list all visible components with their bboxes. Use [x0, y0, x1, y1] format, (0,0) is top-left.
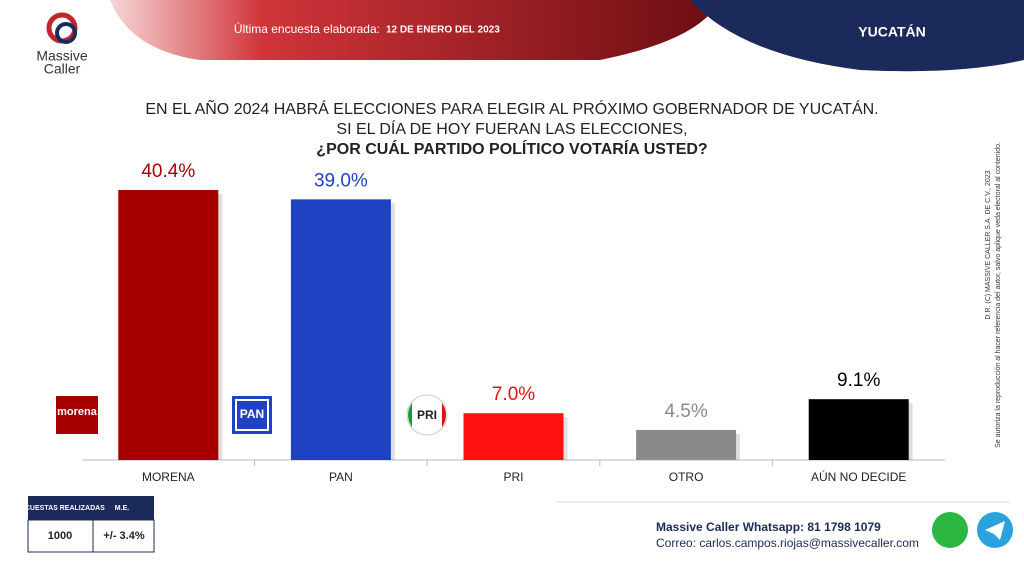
bar	[636, 429, 737, 460]
x-tick-label: AÚN NO DECIDE	[811, 469, 906, 484]
x-tick-label: OTRO	[669, 470, 704, 484]
bar	[290, 199, 391, 460]
logo-bg	[406, 394, 448, 436]
footer-whatsapp: Massive Caller Whatsapp: 81 1798 1079	[656, 520, 881, 534]
brand-line: Caller	[44, 61, 81, 77]
footer-email: Correo: carlos.campos.riojas@massivecall…	[656, 536, 919, 550]
logo-part	[408, 403, 412, 427]
logo-part	[442, 403, 447, 427]
logo-bg	[56, 396, 98, 434]
value-label: 9.1%	[837, 370, 880, 391]
brand-logo: Massive Caller	[36, 12, 88, 77]
logo-bg	[232, 396, 272, 434]
table-cell: 1000	[48, 530, 72, 542]
sample-table: ENCUESTAS REALIZADAS M.E. 1000 +/- 3.4%	[15, 496, 155, 553]
table-header	[28, 496, 154, 520]
survey-date: 12 DE ENERO DEL 2023	[386, 25, 500, 36]
x-tick-label: MORENA	[142, 470, 195, 484]
logo-pan: PAN	[240, 407, 264, 421]
bar	[808, 399, 909, 460]
logo-morena: morena	[57, 406, 98, 418]
bar	[118, 190, 219, 460]
table-body	[27, 519, 155, 553]
telegram-glyph	[985, 521, 1005, 540]
brand-line: Massive	[36, 48, 88, 64]
logo-pri: PRI	[417, 408, 437, 422]
title-line: EN EL AÑO 2024 HABRÁ ELECCIONES PARA ELE…	[145, 98, 878, 118]
logo-frame	[235, 399, 269, 431]
x-tick-label: PAN	[329, 470, 353, 484]
value-label: 40.4%	[141, 161, 195, 182]
whatsapp-icon[interactable]	[932, 512, 968, 548]
value-label: 4.5%	[664, 401, 707, 422]
region: YUCATÁN	[858, 24, 925, 40]
header-region-band	[690, 0, 1024, 72]
title-line: SI EL DÍA DE HOY FUERAN LAS ELECCIONES,	[336, 119, 687, 138]
table-header-cell: ENCUESTAS REALIZADAS	[15, 505, 105, 512]
table-cell: +/- 3.4%	[103, 530, 144, 542]
side-note: D.R. (C) MASSIVE CALLER S.A. DE C.V., 20…	[985, 170, 992, 319]
table-header-cell: M.E.	[115, 505, 129, 512]
value-label: 7.0%	[492, 384, 535, 405]
side-note: Se autoriza la reproducción al hacer ref…	[995, 142, 1002, 448]
survey-label: Última encuesta elaborada:	[234, 21, 380, 36]
header-band	[110, 0, 720, 60]
bar	[463, 413, 564, 460]
value-label: 39.0%	[314, 170, 368, 191]
title-line: ¿POR CUÁL PARTIDO POLÍTICO VOTARÍA USTED…	[316, 139, 707, 158]
x-tick-label: PRI	[503, 470, 523, 484]
